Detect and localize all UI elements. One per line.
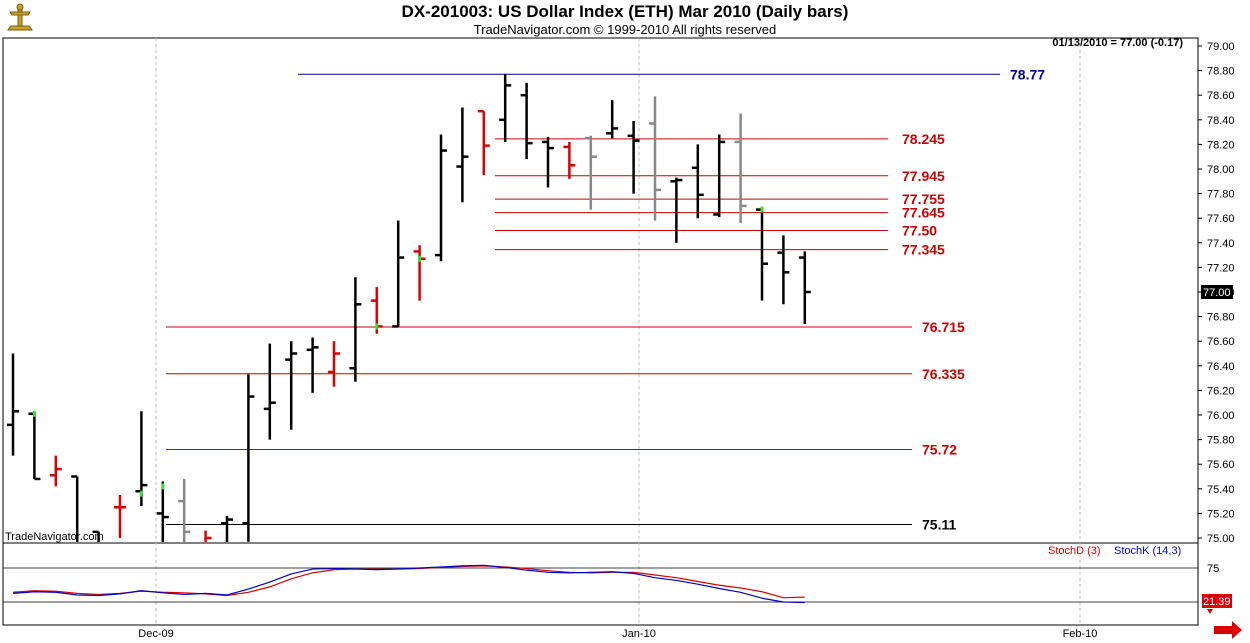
ohlc-bar	[306, 337, 319, 393]
watermark: TradeNavigator.com	[5, 531, 104, 543]
price-tick-label: 76.20	[1207, 385, 1235, 397]
last-price-tag: 77.00	[1201, 285, 1233, 299]
level-label: 78.77	[1010, 66, 1045, 82]
ohlc-bar	[798, 251, 811, 324]
price-tick-label: 75.60	[1207, 459, 1235, 471]
stoch-panel-frame	[2, 542, 1199, 626]
level-label: 77.50	[902, 223, 937, 239]
time-tick-label: Jan-10	[622, 628, 656, 640]
ohlc-bar	[477, 109, 490, 176]
ohlc-bar	[156, 481, 169, 542]
stoch-value-tag: 21.39	[1202, 594, 1232, 608]
level-label: 77.755	[902, 191, 945, 207]
level-label: 78.245	[902, 131, 945, 147]
plot-frames	[2, 37, 1199, 626]
time-tick-label: Feb-10	[1063, 628, 1098, 640]
level-label: 75.11	[922, 516, 956, 532]
ohlc-bar	[670, 177, 683, 243]
ohlc-bar	[456, 107, 469, 203]
ohlc-bar	[649, 96, 661, 221]
stoch-series-line	[12, 564, 805, 604]
price-tick-label: 78.80	[1207, 66, 1235, 78]
price-tick-label: 76.80	[1207, 312, 1235, 324]
ohlc-bar	[263, 343, 276, 440]
last-value-readout: 01/13/2010 = 77.00 (-0.17)	[1052, 37, 1183, 49]
ohlc-bar	[221, 515, 233, 542]
price-tick-label: 75.00	[1207, 533, 1235, 545]
ohlc-bar	[7, 353, 19, 456]
ohlc-bar	[178, 478, 191, 542]
price-tick-label: 77.80	[1207, 189, 1235, 201]
ohlc-bar	[413, 245, 426, 301]
price-tick-label: 78.60	[1207, 90, 1235, 102]
price-tick-label: 76.00	[1207, 410, 1235, 422]
grid	[155, 38, 1081, 625]
price-panel-frame	[2, 37, 1199, 544]
level-label: 77.645	[902, 205, 945, 221]
stoch-value-tag-text: 21.39	[1203, 596, 1231, 608]
level-label: 77.945	[902, 168, 945, 184]
price-tick-label: 75.40	[1207, 484, 1235, 496]
time-axis: Dec-09 Jan-10 Feb-10	[138, 628, 1097, 640]
ohlc-bar	[606, 100, 619, 139]
price-tick-label: 75.80	[1207, 435, 1235, 447]
ohlc-bar	[242, 374, 255, 542]
price-tick-label: 77.20	[1207, 262, 1235, 274]
level-label: 76.335	[922, 366, 965, 382]
tradenavigator-logo-icon	[3, 2, 37, 36]
ohlc-bar	[691, 144, 704, 219]
ohlc-bar	[756, 208, 768, 301]
ohlc-bar	[114, 494, 126, 538]
ohlc-bar	[349, 277, 362, 382]
price-bars	[7, 74, 811, 542]
small-arrow-icon	[1207, 609, 1213, 614]
ohlc-bar	[734, 113, 747, 224]
ohlc-bar	[392, 220, 405, 328]
ohlc-bar	[92, 530, 100, 542]
ohlc-bar	[435, 134, 447, 262]
chart-title: DX-201003: US Dollar Index (ETH) Mar 201…	[402, 2, 849, 21]
ohlc-bar	[28, 412, 41, 481]
ohlc-bar	[71, 475, 79, 542]
price-tick-label: 79.00	[1207, 41, 1235, 53]
legend-stochk: StochK (14,3)	[1114, 545, 1181, 557]
ohlc-bar	[777, 235, 790, 305]
price-tick-label: 78.40	[1207, 115, 1235, 127]
ohlc-bar	[499, 74, 512, 142]
ohlc-bar	[328, 341, 340, 387]
chart-subtitle: TradeNavigator.com © 1999-2010 All right…	[474, 22, 776, 37]
stochastic-panel: 75	[3, 563, 1219, 604]
ohlc-bar	[542, 137, 554, 188]
price-tick-label: 76.40	[1207, 361, 1235, 373]
price-tick-label: 76.60	[1207, 336, 1235, 348]
price-tick-label: 75.20	[1207, 508, 1235, 520]
level-label: 75.72	[922, 441, 957, 457]
level-label: 76.715	[922, 319, 965, 335]
level-label: 77.345	[902, 242, 945, 258]
price-tick-label: 77.60	[1207, 213, 1235, 225]
time-tick-label: Dec-09	[138, 628, 173, 640]
legend-stochd: StochD (3)	[1048, 545, 1101, 557]
ohlc-bar	[285, 341, 298, 430]
stoch-tick-label: 75	[1207, 563, 1219, 575]
ohlc-bar	[627, 121, 640, 194]
ohlc-bar	[49, 455, 62, 487]
price-tick-label: 77.40	[1207, 238, 1235, 250]
last-price-tag-text: 77.00	[1203, 287, 1231, 299]
price-tick-label: 78.20	[1207, 139, 1235, 151]
ohlc-bar	[520, 82, 533, 160]
ohlc-bar	[204, 530, 212, 542]
price-tick-label: 78.00	[1207, 164, 1235, 176]
ohlc-bar	[584, 135, 597, 210]
ohlc-bar	[713, 134, 726, 217]
ohlc-bar	[563, 141, 576, 179]
scroll-right-arrow-icon[interactable]	[1214, 621, 1242, 639]
